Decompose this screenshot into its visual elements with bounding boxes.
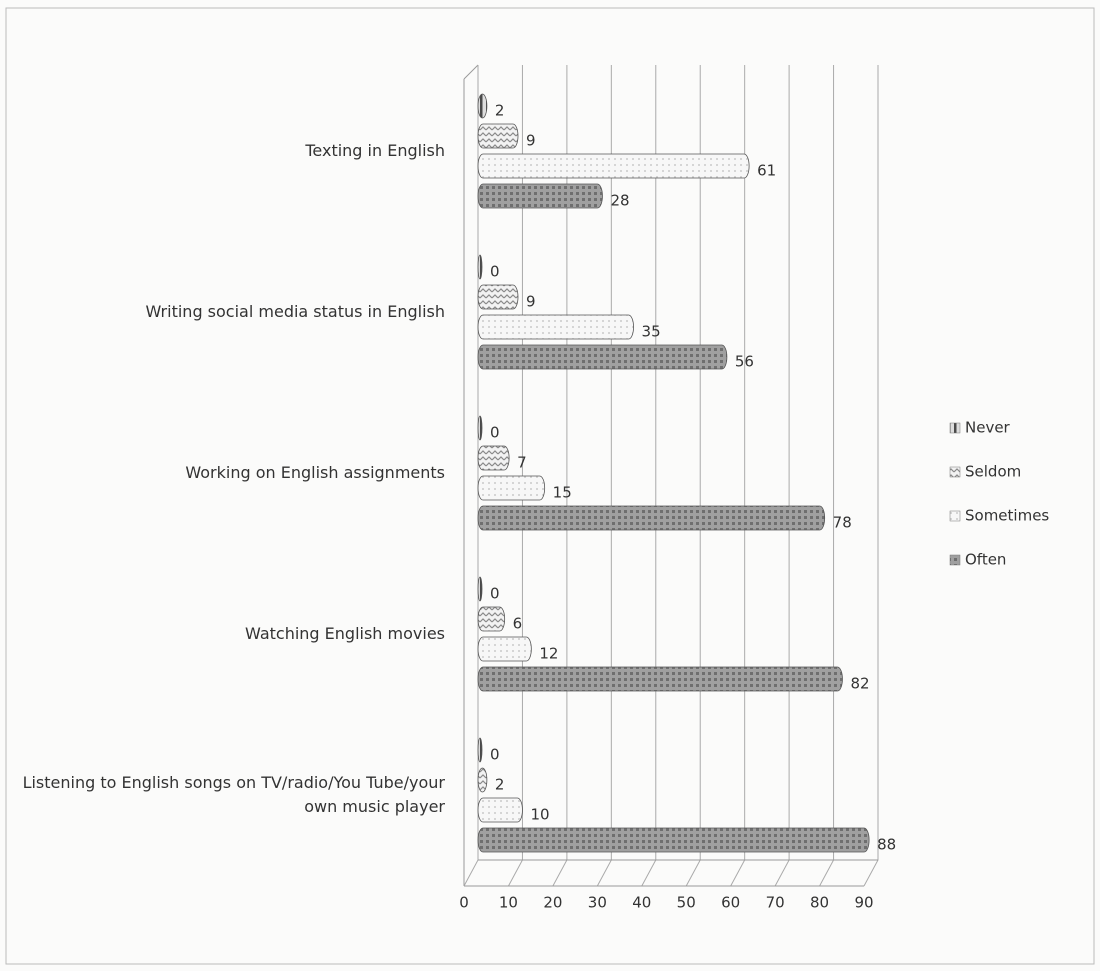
data-label: 7	[517, 454, 527, 472]
grid-line	[819, 65, 835, 887]
category-label: Texting in English	[305, 141, 445, 160]
x-tick-label: 20	[543, 894, 562, 912]
category-label: Writing social media status in English	[145, 302, 445, 321]
data-label: 2	[495, 102, 505, 120]
x-tick-label: 90	[854, 894, 873, 912]
data-label: 61	[757, 162, 776, 180]
x-tick-label: 40	[632, 894, 651, 912]
bar	[477, 666, 843, 692]
legend-swatch	[949, 422, 961, 434]
bar	[477, 183, 603, 209]
x-tick-label: 50	[677, 894, 696, 912]
bar	[477, 767, 488, 793]
bar	[477, 636, 532, 662]
data-label: 0	[490, 746, 500, 764]
bar	[477, 344, 728, 370]
data-label: 2	[495, 776, 505, 794]
legend-swatch	[949, 510, 961, 522]
grid-line	[463, 65, 479, 887]
legend-swatch	[949, 554, 961, 566]
data-label: 35	[642, 323, 661, 341]
bar	[477, 123, 519, 149]
data-label: 9	[526, 293, 536, 311]
bar	[477, 415, 483, 441]
legend-label: Often	[965, 551, 1006, 569]
bar	[477, 93, 488, 119]
bar	[477, 284, 519, 310]
bar	[477, 827, 870, 853]
data-label: 9	[526, 132, 536, 150]
bar	[477, 153, 750, 179]
x-tick-label: 70	[766, 894, 785, 912]
bar	[477, 475, 546, 501]
legend-label: Seldom	[965, 463, 1021, 481]
data-label: 82	[850, 675, 869, 693]
bar	[477, 445, 510, 471]
x-tick-label: 60	[721, 894, 740, 912]
data-label: 0	[490, 424, 500, 442]
data-label: 28	[610, 192, 629, 210]
bar	[477, 797, 523, 823]
x-tick-label: 30	[588, 894, 607, 912]
grid-line	[641, 65, 657, 887]
data-label: 88	[877, 836, 896, 854]
data-label: 15	[553, 484, 572, 502]
category-label: Working on English assignments	[185, 463, 445, 482]
bar	[477, 254, 483, 280]
frame	[5, 7, 1095, 965]
data-label: 6	[513, 615, 523, 633]
x-tick-label: 80	[810, 894, 829, 912]
data-label: 12	[539, 645, 558, 663]
legend-label: Sometimes	[965, 507, 1049, 525]
bar	[477, 737, 483, 763]
category-label: Listening to English songs on TV/radio/Y…	[22, 773, 445, 816]
bar	[477, 576, 483, 602]
grid-line	[685, 65, 701, 887]
x-tick-label: 0	[459, 894, 469, 912]
category-label: Watching English movies	[245, 624, 445, 643]
legend-label: Never	[965, 419, 1011, 437]
data-label: 0	[490, 585, 500, 603]
legend-swatch	[949, 466, 961, 478]
data-label: 0	[490, 263, 500, 281]
data-label: 78	[833, 514, 852, 532]
bar	[477, 314, 634, 340]
grid-line	[863, 65, 879, 887]
bar	[477, 606, 506, 632]
bar	[477, 505, 826, 531]
grid-line	[774, 65, 790, 887]
x-tick-label: 10	[499, 894, 518, 912]
grid-line	[730, 65, 746, 887]
data-label: 56	[735, 353, 754, 371]
wall-top	[463, 64, 479, 80]
data-label: 10	[530, 806, 549, 824]
